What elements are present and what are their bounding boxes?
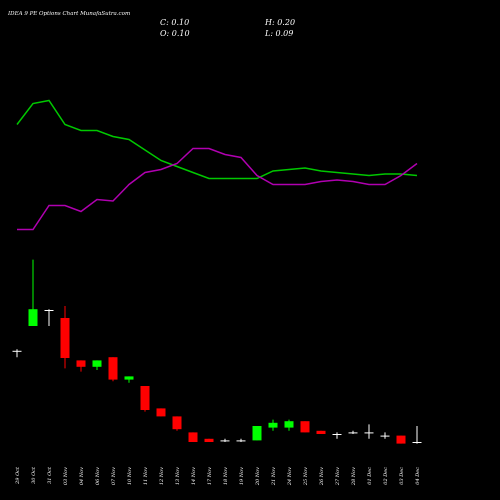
x-tick-label: 24 Nov [287,467,293,486]
x-tick-label: 11 Nov [143,467,149,485]
x-tick-label: 07 Nov [111,467,117,485]
candle-body [412,442,422,443]
candle-body [60,318,70,358]
candle-body [108,357,118,380]
x-tick-label: 31 Oct [47,466,53,484]
chart-title: IDEA 9 PE Options Chart MunafaSutra.com [7,11,130,17]
candle-body [348,432,358,434]
candle-body [332,434,342,435]
header-low: L: 0.09 [264,29,293,38]
x-tick-label: 14 Nov [191,467,197,485]
x-tick-label: 29 Oct [15,466,21,485]
x-tick-label: 17 Nov [207,467,213,485]
candle-body [12,350,22,352]
candle-body [92,360,102,367]
candle-body [188,432,198,442]
x-tick-label: 10 Nov [127,467,133,485]
candle-body [44,310,54,311]
candle-body [220,440,230,442]
x-tick-label: 26 Nov [319,467,325,486]
x-tick-label: 06 Nov [95,467,101,485]
x-tick-label: 03 Dec [399,467,405,485]
indicator-line [17,147,418,231]
indicator-line [16,99,418,180]
x-tick-label: 04 Dec [415,467,421,485]
candle-body [28,309,38,326]
candle-body [300,421,310,433]
header-high: H: 0.20 [264,18,295,27]
x-tick-label: 18 Nov [223,467,229,485]
x-tick-label: 12 Nov [159,467,165,485]
candle-body [396,435,406,444]
x-tick-label: 30 Oct [31,466,37,484]
candle-body [76,360,86,367]
x-tick-label: 28 Nov [351,467,357,486]
candle-body [156,408,166,417]
candle-body [316,430,326,434]
candle-body [140,386,150,410]
x-tick-label: 01 Dec [367,467,373,485]
x-tick-label: 04 Nov [79,467,85,485]
x-tick-label: 19 Nov [239,467,245,485]
candle-body [380,435,390,437]
x-tick-label: 20 Nov [255,467,261,486]
candle-body [364,432,374,434]
candle-body [124,376,134,380]
x-tick-label: 25 Nov [303,467,309,486]
header-open: O: 0.10 [160,29,190,38]
candle-body [284,421,294,428]
candle-body [204,438,214,442]
header-close: C: 0.10 [160,18,189,27]
x-tick-label: 02 Dec [383,467,389,485]
candle-body [268,422,278,428]
x-tick-label: 27 Nov [335,467,341,486]
candle-body [236,440,246,442]
x-tick-label: 13 Nov [175,467,181,485]
x-tick-label: 21 Nov [271,467,277,486]
candle-body [252,426,262,441]
x-tick-label: 03 Nov [63,467,69,485]
candle-body [172,416,182,430]
